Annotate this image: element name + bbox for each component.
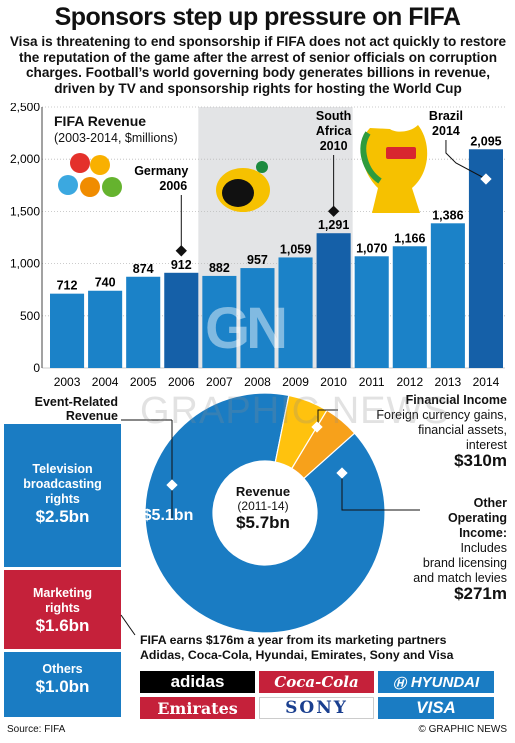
annotation-line xyxy=(445,140,487,180)
y-tick-label: 0 xyxy=(33,361,40,375)
other-connector xyxy=(341,473,420,511)
annotation-africa: Africa xyxy=(316,124,352,138)
bar-2006 xyxy=(164,272,199,368)
category-label-2014: 2014 xyxy=(473,375,500,389)
y-tick-label: 2,500 xyxy=(10,103,40,114)
bar-2014 xyxy=(468,149,503,368)
sony-logo: SONY xyxy=(259,697,374,719)
visa-logo: VISA xyxy=(378,697,494,719)
value-label-2004: 740 xyxy=(95,276,116,290)
bar-2008 xyxy=(240,268,275,368)
category-label-2009: 2009 xyxy=(282,375,309,389)
y-tick-label: 1,000 xyxy=(10,257,40,271)
y-tick-label: 2,000 xyxy=(10,152,40,166)
annotation-germany: Germany xyxy=(134,164,188,178)
emblem-ball xyxy=(256,161,268,173)
watermark-text: GRAPHIC NEWS xyxy=(140,390,450,432)
category-label-2012: 2012 xyxy=(396,375,423,389)
segment-marketing: Marketing rights $1.6bn xyxy=(4,570,121,649)
south-africa-2010-emblem xyxy=(216,161,270,212)
y-tick-label: 500 xyxy=(20,309,40,323)
category-label-2004: 2004 xyxy=(92,375,119,389)
page-title: Sponsors step up pressure on FIFA xyxy=(54,3,461,31)
emblem-face xyxy=(80,177,100,197)
event-related-heading: Event-Related Revenue xyxy=(34,395,118,423)
source-note: Source: FIFA xyxy=(7,724,66,735)
value-label-2008: 957 xyxy=(247,253,268,267)
category-label-2008: 2008 xyxy=(244,375,271,389)
y-tick-label: 1,500 xyxy=(10,204,40,218)
emirates-logo: Emirates xyxy=(140,697,255,719)
bar-2004 xyxy=(88,290,123,368)
bar-2005 xyxy=(126,276,161,368)
annotation-marker xyxy=(175,245,187,257)
bar-2003 xyxy=(50,293,85,368)
value-label-2009: 1,059 xyxy=(280,242,311,256)
revenue-donut-chart xyxy=(120,392,420,636)
coca-cola-logo: Coca-Cola xyxy=(259,671,374,693)
revenue-bar-chart: 0 500 1,000 1,500 2,000 2,500 712 2003 740 2004 87… xyxy=(10,103,505,389)
germany-2006-emblem xyxy=(58,153,122,197)
annotation-2014: 2014 xyxy=(432,124,460,138)
donut-slice-1 xyxy=(144,392,386,634)
bar-2013 xyxy=(430,223,465,368)
emblem-face xyxy=(90,155,110,175)
annotation-brazil: Brazil xyxy=(429,109,463,123)
marketing-connector xyxy=(120,614,136,636)
bar-2010 xyxy=(316,233,351,368)
hyundai-logo: Ⓗ HYUNDAI xyxy=(378,671,494,693)
category-label-2011: 2011 xyxy=(359,375,385,389)
annotation-2010: 2010 xyxy=(320,139,348,153)
adidas-logo: adidas xyxy=(140,671,255,693)
other-income-label: Other Operating Income: Includes brand l… xyxy=(413,496,507,603)
donut-main-value: $5.1bn xyxy=(142,507,194,524)
value-label-2013: 1,386 xyxy=(432,208,463,222)
chart-subtitle: (2003-2014, $millions) xyxy=(54,131,178,145)
category-label-2010: 2010 xyxy=(320,375,347,389)
value-label-2003: 712 xyxy=(57,279,78,293)
chart-title: FIFA Revenue xyxy=(54,113,147,129)
segment-television: Television broadcasting rights $2.5bn xyxy=(4,424,121,567)
segment-others: Others $1.0bn xyxy=(4,652,121,717)
value-label-2011: 1,070 xyxy=(356,241,387,255)
donut-slice-3 xyxy=(291,409,356,480)
sponsors-caption: FIFA earns $176m a year from its marketi… xyxy=(140,633,454,662)
intro-text: Visa is threatening to end sponsorship i… xyxy=(9,34,507,96)
value-label-2010: 1,291 xyxy=(318,218,349,232)
watermark-mark: GN xyxy=(205,296,288,361)
value-label-2005: 874 xyxy=(133,262,154,276)
emblem-face xyxy=(58,175,78,195)
emblem-figure xyxy=(222,179,254,207)
annotation-south: South xyxy=(316,109,351,123)
financial-income-label: Financial Income Foreign currency gains,… xyxy=(376,393,507,470)
value-label-2014: 2,095 xyxy=(470,134,501,148)
category-label-2003: 2003 xyxy=(54,375,81,389)
category-label-2005: 2005 xyxy=(130,375,157,389)
financial-connector xyxy=(317,409,338,427)
copyright-note: © GRAPHIC NEWS xyxy=(418,724,508,735)
category-label-2006: 2006 xyxy=(168,375,195,389)
bar-2011 xyxy=(354,256,389,368)
value-label-2007: 882 xyxy=(209,261,230,275)
donut-center: Revenue (2011-14) $5.7bn xyxy=(235,484,291,532)
category-label-2007: 2007 xyxy=(206,375,233,389)
bar-2012 xyxy=(392,246,427,368)
value-label-2012: 1,166 xyxy=(394,231,425,245)
category-label-2013: 2013 xyxy=(435,375,462,389)
emblem-hand xyxy=(360,131,382,184)
value-label-2006: 912 xyxy=(171,258,192,272)
emblem-face xyxy=(70,153,90,173)
brazil-2014-emblem xyxy=(360,125,428,213)
emblem-badge xyxy=(386,147,416,159)
annotation-marker xyxy=(327,205,340,217)
bar-2009 xyxy=(278,257,313,368)
emblem-face xyxy=(102,177,122,197)
bar-2007 xyxy=(202,275,237,368)
annotation-germany-year: 2006 xyxy=(159,179,187,193)
